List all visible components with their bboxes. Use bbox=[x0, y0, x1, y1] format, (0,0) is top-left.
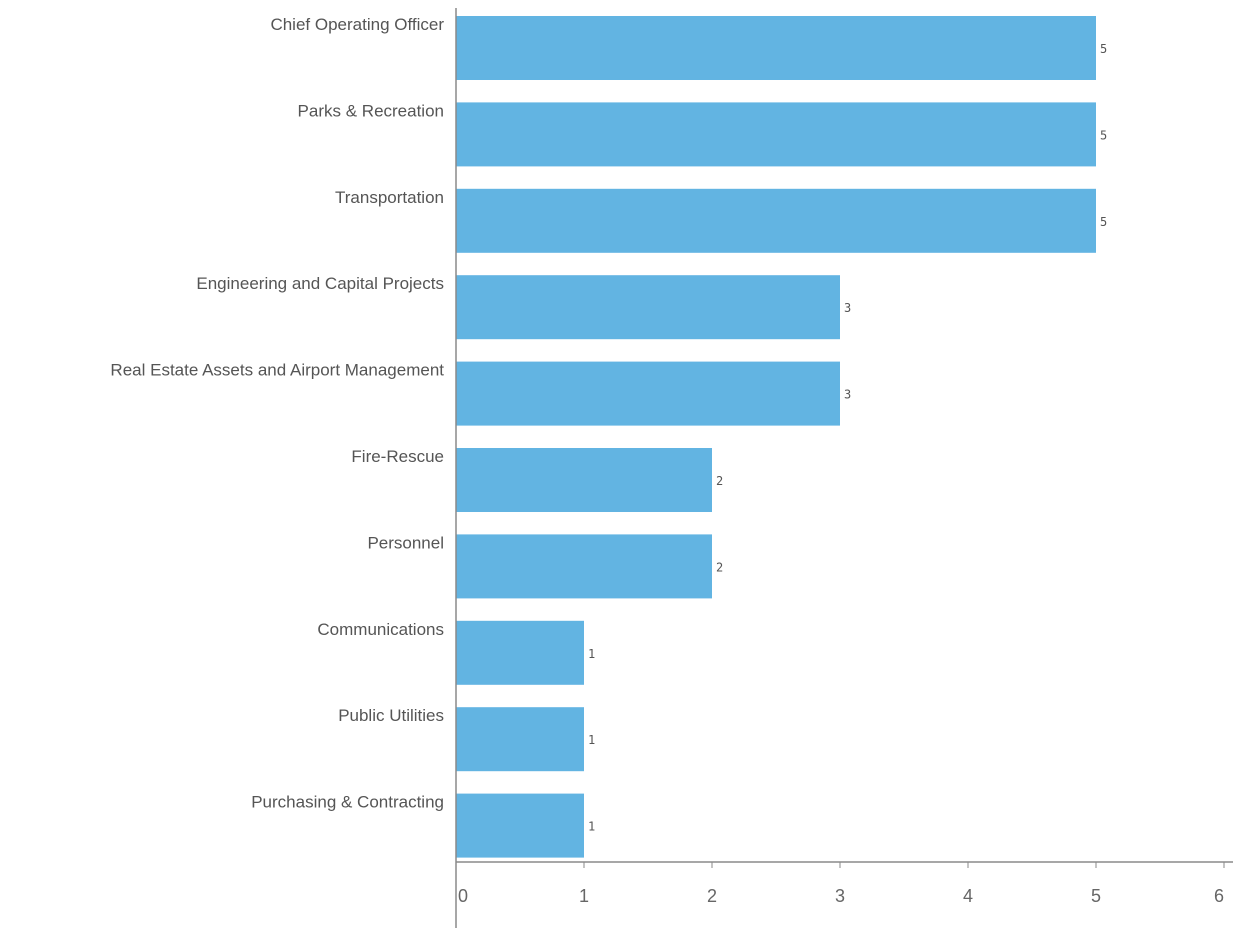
category-label: Personnel bbox=[367, 533, 444, 552]
data-label: 5 bbox=[1100, 42, 1107, 56]
category-label: Transportation bbox=[335, 188, 444, 207]
bar bbox=[456, 188, 1096, 253]
x-tick-label: 5 bbox=[1091, 886, 1101, 906]
data-label: 2 bbox=[716, 560, 723, 574]
category-label: Parks & Recreation bbox=[298, 101, 444, 120]
data-label: 5 bbox=[1100, 215, 1107, 229]
x-tick-label: 4 bbox=[963, 886, 973, 906]
category-label: Communications bbox=[317, 620, 444, 639]
bar bbox=[456, 16, 1096, 80]
category-label: Engineering and Capital Projects bbox=[196, 274, 444, 293]
bars-group bbox=[456, 16, 1096, 858]
bar bbox=[456, 707, 584, 772]
bar bbox=[456, 275, 840, 340]
data-labels-group: 5 5 5 3 3 2 2 1 1 1 bbox=[588, 42, 1107, 834]
data-label: 3 bbox=[844, 388, 851, 402]
data-label: 2 bbox=[716, 474, 723, 488]
bar bbox=[456, 448, 712, 512]
category-label: Real Estate Assets and Airport Managemen… bbox=[110, 361, 444, 380]
x-tick-label: 1 bbox=[579, 886, 589, 906]
data-label: 1 bbox=[588, 647, 595, 661]
category-label: Purchasing & Contracting bbox=[251, 793, 444, 812]
data-label: 3 bbox=[844, 301, 851, 315]
data-label: 1 bbox=[588, 820, 595, 834]
bar bbox=[456, 361, 840, 426]
x-tick-label: 3 bbox=[835, 886, 845, 906]
category-label: Chief Operating Officer bbox=[270, 15, 444, 34]
category-labels-group: Chief Operating Officer Parks & Recreatio… bbox=[110, 15, 444, 812]
x-tick-label: 6 bbox=[1214, 886, 1224, 906]
data-label: 5 bbox=[1100, 128, 1107, 142]
category-label: Fire-Rescue bbox=[351, 447, 444, 466]
data-label: 1 bbox=[588, 733, 595, 747]
x-tick-label: 2 bbox=[707, 886, 717, 906]
x-axis: 0 1 2 3 4 5 6 bbox=[455, 8, 1233, 928]
x-tick-label: 0 bbox=[458, 886, 468, 906]
bar bbox=[456, 534, 712, 599]
bar bbox=[456, 620, 584, 685]
category-label: Public Utilities bbox=[338, 706, 444, 725]
bar bbox=[456, 793, 584, 858]
bar bbox=[456, 102, 1096, 167]
